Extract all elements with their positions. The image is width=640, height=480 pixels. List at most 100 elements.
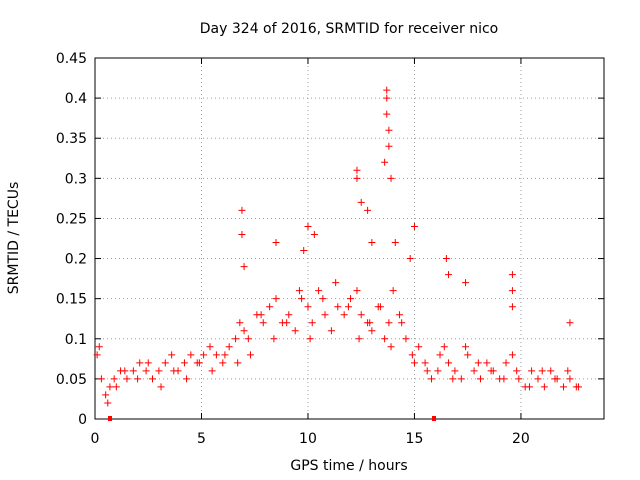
data-point: [551, 375, 559, 383]
data-point: [121, 367, 129, 375]
data-point: [208, 367, 216, 375]
data-point: [445, 359, 453, 367]
data-point: [385, 126, 393, 134]
data-point: [347, 295, 355, 303]
data-point: [406, 255, 414, 263]
data-point: [232, 335, 240, 343]
data-point: [396, 311, 404, 319]
x-tick-label: 10: [299, 431, 317, 447]
data-point: [421, 359, 429, 367]
x-tick-label: 5: [197, 431, 206, 447]
data-point: [238, 206, 246, 214]
data-point: [123, 375, 131, 383]
data-point: [500, 375, 508, 383]
data-point: [383, 110, 391, 118]
data-point: [155, 367, 163, 375]
data-points: [93, 86, 582, 407]
x-tick-label: 15: [406, 431, 424, 447]
data-point: [283, 319, 291, 327]
data-point: [383, 86, 391, 94]
data-point: [515, 375, 523, 383]
data-point: [398, 319, 406, 327]
data-point: [238, 230, 246, 238]
data-point: [257, 311, 265, 319]
y-tick-label: 0.35: [56, 131, 87, 147]
data-point: [353, 287, 361, 295]
data-point: [240, 327, 248, 335]
data-point: [513, 367, 521, 375]
data-point: [291, 327, 299, 335]
data-point: [236, 319, 244, 327]
data-point: [219, 359, 227, 367]
data-point: [200, 351, 208, 359]
data-point: [440, 343, 448, 351]
data-point: [381, 335, 389, 343]
data-point: [391, 239, 399, 247]
data-point: [112, 383, 120, 391]
data-point: [319, 295, 327, 303]
data-point: [102, 391, 110, 399]
data-point: [540, 383, 548, 391]
data-point: [221, 351, 229, 359]
data-point: [298, 295, 306, 303]
data-point: [445, 271, 453, 279]
data-point: [306, 335, 314, 343]
data-point: [180, 359, 188, 367]
plot-frame: [94, 57, 605, 420]
data-point: [462, 343, 470, 351]
data-point: [332, 279, 340, 287]
y-axis-label: SRMTID / TECUs: [6, 182, 22, 295]
data-point: [315, 287, 323, 295]
data-point: [357, 311, 365, 319]
data-point: [240, 263, 248, 271]
data-point: [508, 271, 516, 279]
data-point: [364, 206, 372, 214]
y-tick-label: 0.25: [56, 211, 87, 227]
x-tick-label: 0: [91, 431, 100, 447]
data-point: [106, 383, 114, 391]
data-point: [410, 359, 418, 367]
data-point: [234, 359, 242, 367]
data-point: [355, 335, 363, 343]
data-point: [170, 367, 178, 375]
data-point: [272, 295, 280, 303]
data-point: [451, 367, 459, 375]
data-point: [344, 303, 352, 311]
data-point: [304, 303, 312, 311]
data-point: [93, 351, 101, 359]
data-point: [334, 303, 342, 311]
x-tick-label: 20: [512, 431, 530, 447]
data-point: [508, 287, 516, 295]
data-point: [134, 375, 142, 383]
data-point: [383, 94, 391, 102]
data-point: [436, 351, 444, 359]
data-point: [310, 230, 318, 238]
y-tick-label: 0.45: [56, 51, 87, 67]
data-point: [266, 303, 274, 311]
data-point: [474, 359, 482, 367]
data-point: [353, 166, 361, 174]
data-point: [187, 351, 195, 359]
data-point: [144, 359, 152, 367]
data-point: [168, 351, 176, 359]
data-point: [566, 319, 574, 327]
data-point: [95, 343, 103, 351]
chart-title: Day 324 of 2016, SRMTID for receiver nic…: [200, 21, 498, 37]
data-point: [381, 158, 389, 166]
data-point: [212, 351, 220, 359]
data-point: [225, 343, 233, 351]
grid-lines: [95, 58, 604, 419]
data-point: [300, 247, 308, 255]
axis-marker: [108, 416, 112, 421]
data-point: [97, 375, 105, 383]
data-point: [508, 303, 516, 311]
data-point: [487, 367, 495, 375]
data-point: [502, 359, 510, 367]
data-point: [528, 367, 536, 375]
data-point: [547, 367, 555, 375]
data-point: [327, 327, 335, 335]
data-point: [534, 375, 542, 383]
data-point: [408, 351, 416, 359]
data-point: [560, 383, 568, 391]
y-tick-label: 0: [78, 412, 87, 428]
